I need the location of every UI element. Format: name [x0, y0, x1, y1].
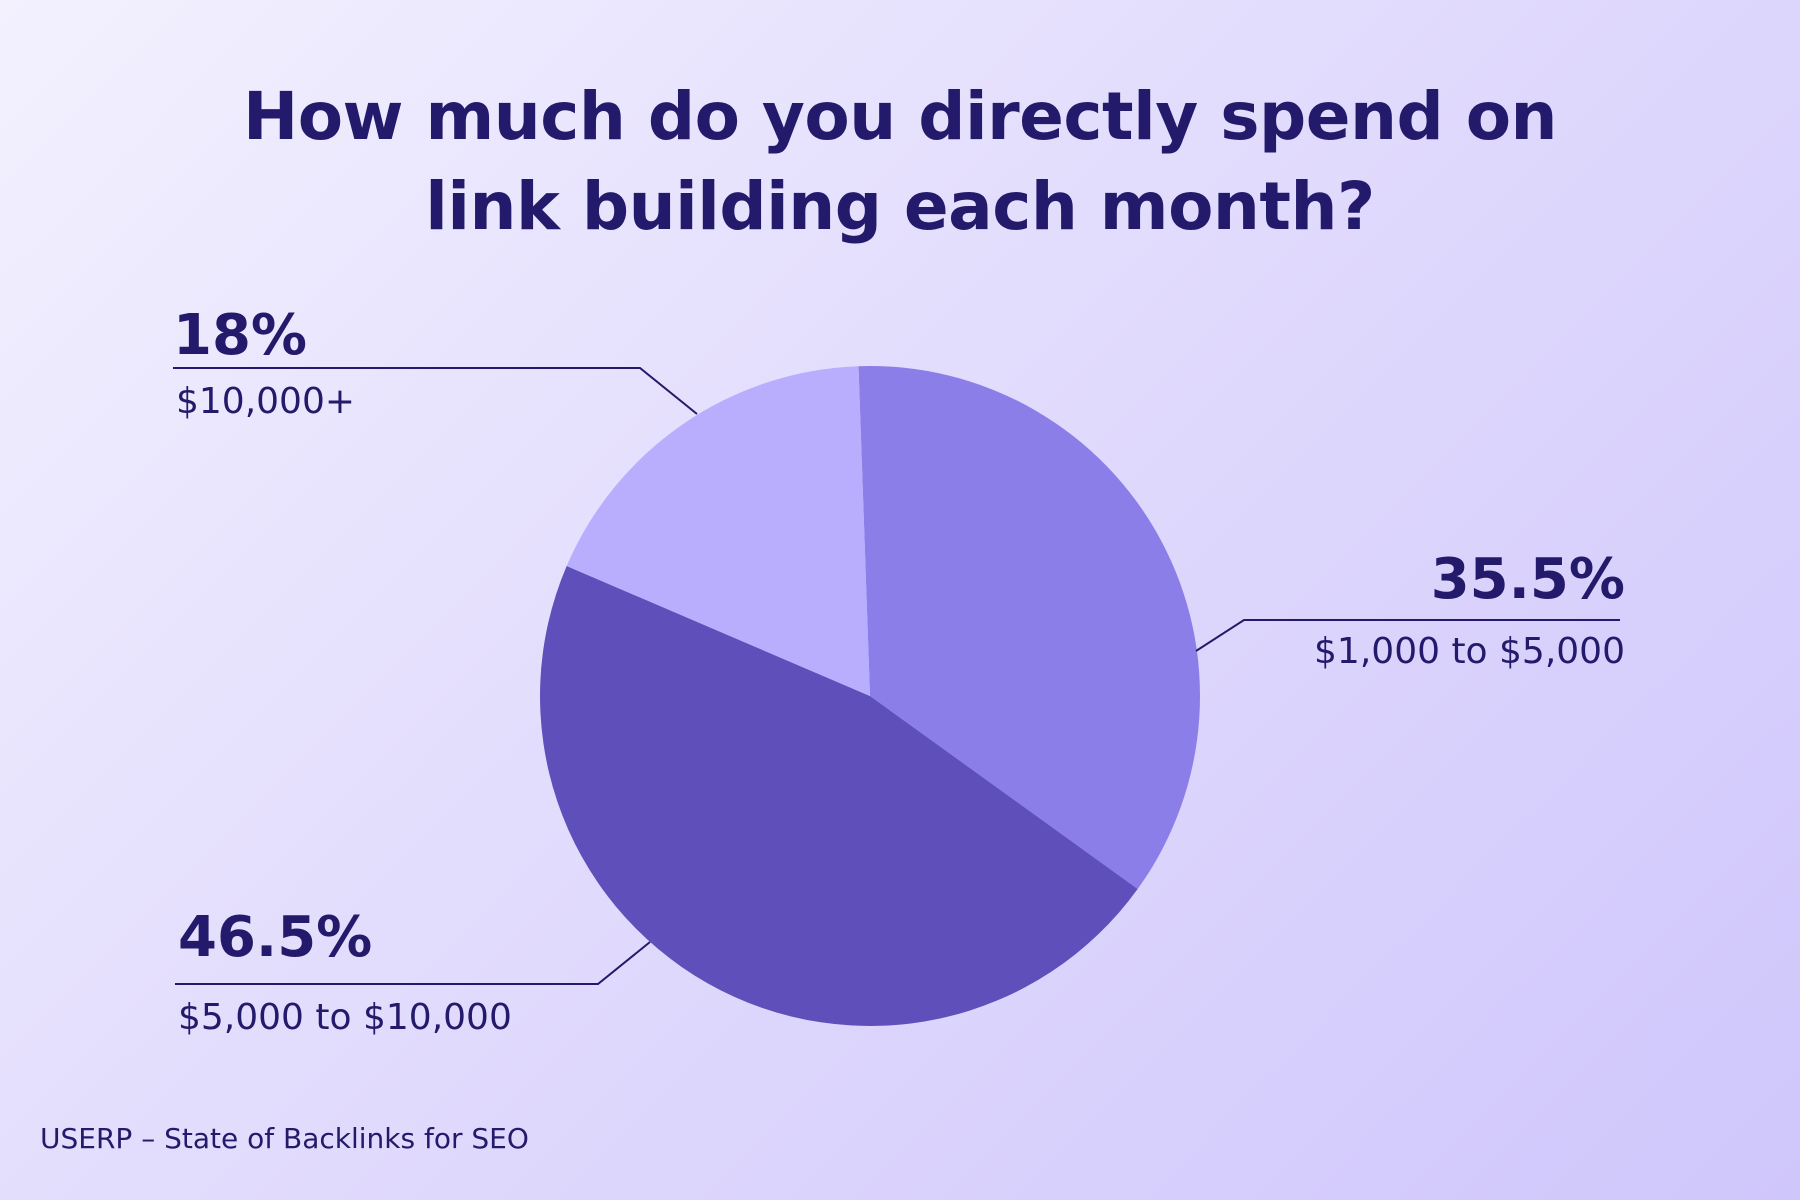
slice-label-10000-plus: $10,000+	[176, 381, 356, 422]
leader-line-10000-plus	[173, 367, 698, 415]
title-line-2: link building each month?	[425, 168, 1375, 245]
slice-percent-5000-10000: 46.5%	[178, 905, 373, 970]
slice-percent-10000-plus: 18%	[173, 303, 308, 368]
pie-slice-1000-5000	[858, 365, 1201, 890]
pie-slice-5000-10000	[540, 566, 1138, 1026]
pie-slices	[540, 365, 1201, 1026]
slice-label-5000-10000: $5,000 to $10,000	[178, 997, 512, 1038]
leader-line-1000-5000	[1195, 619, 1620, 652]
chart-title: How much do you directly spend on link b…	[0, 72, 1800, 252]
title-line-1: How much do you directly spend on	[242, 78, 1558, 155]
source-footer: USERP – State of Backlinks for SEO	[40, 1122, 529, 1155]
slice-label-1000-5000: $1,000 to $5,000	[1314, 631, 1625, 672]
slice-percent-1000-5000: 35.5%	[1430, 547, 1625, 612]
leader-line-5000-10000	[175, 941, 651, 985]
pie-slice-10000-plus	[566, 366, 870, 696]
leader-lines	[173, 367, 1620, 985]
